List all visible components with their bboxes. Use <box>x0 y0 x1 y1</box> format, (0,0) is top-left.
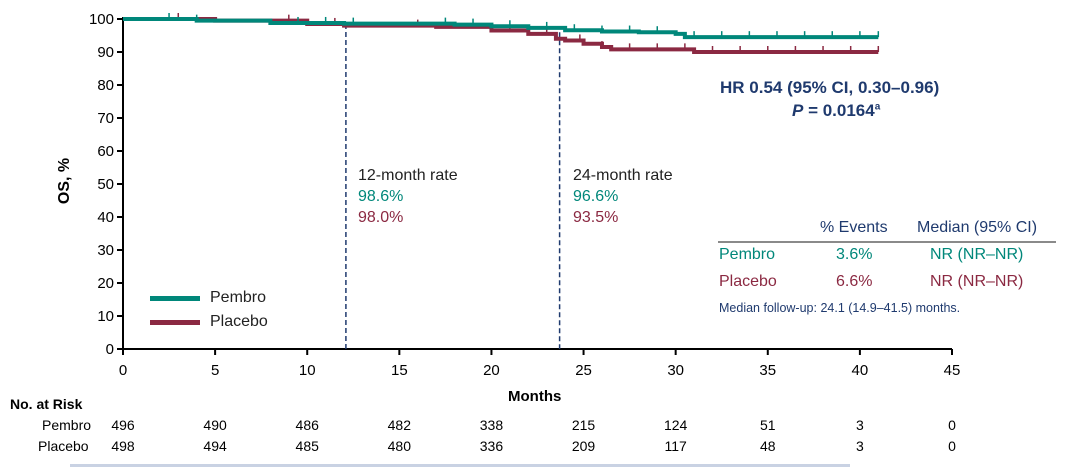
risk-cell-pembro: 482 <box>387 417 411 433</box>
x-tick-label: 45 <box>944 362 961 379</box>
landmark-24-placebo: 93.5% <box>573 209 619 226</box>
p-value: P = 0.0164a <box>792 101 880 121</box>
km-curve-pembro <box>123 17 879 40</box>
p-value-text: = 0.0164 <box>803 101 875 120</box>
y-tick-label: 30 <box>97 242 114 259</box>
x-tick-label: 25 <box>575 362 592 379</box>
y-tick-label: 20 <box>97 275 114 292</box>
x-axis-label: Months <box>508 388 562 405</box>
landmark-24-pembro: 96.6% <box>573 188 619 205</box>
legend-label-pembro: Pembro <box>210 289 267 306</box>
summary-pembro-events: 3.6% <box>836 246 873 263</box>
y-tick-label: 0 <box>106 341 114 358</box>
risk-cell-placebo: 0 <box>948 438 956 454</box>
risk-cell-placebo: 48 <box>759 438 776 454</box>
risk-cell-placebo: 494 <box>203 438 227 454</box>
landmark-12-pembro: 98.6% <box>358 188 404 205</box>
y-tick-label: 90 <box>97 44 114 61</box>
y-tick-label: 100 <box>89 11 114 28</box>
hazard-ratio: HR 0.54 (95% CI, 0.30–0.96) <box>720 78 940 97</box>
risk-cell-placebo: 117 <box>664 438 687 454</box>
p-label: P <box>792 101 804 120</box>
risk-cell-pembro: 486 <box>295 417 319 433</box>
footnote-cutoff <box>70 464 850 467</box>
summary-pembro-arm: Pembro <box>719 246 776 263</box>
summary-pembro-median: NR (NR–NR) <box>930 246 1024 263</box>
x-tick-label: 20 <box>483 362 500 379</box>
risk-cell-pembro: 496 <box>111 417 135 433</box>
y-tick-label: 60 <box>97 143 114 160</box>
x-tick-label: 0 <box>119 362 127 379</box>
risk-cell-placebo: 480 <box>387 438 411 454</box>
risk-cell-pembro: 0 <box>948 417 956 433</box>
y-axis-label: OS, % <box>56 157 74 205</box>
risk-cell-pembro: 124 <box>663 417 688 433</box>
x-tick-label: 35 <box>759 362 776 379</box>
summary-placebo-events: 6.6% <box>836 273 873 290</box>
risk-cell-placebo: 485 <box>295 438 319 454</box>
risk-cell-pembro: 3 <box>855 417 864 433</box>
summary-header-median: Median (95% CI) <box>917 219 1038 236</box>
landmark-12-placebo: 98.0% <box>358 209 404 226</box>
y-tick-label: 10 <box>97 308 114 325</box>
risk-cell-placebo: 498 <box>111 438 135 454</box>
legend-swatch-pembro <box>150 296 200 301</box>
risk-table-title: No. at Risk <box>10 396 83 412</box>
risk-row-placebo-label: Placebo <box>38 438 89 454</box>
legend-label-placebo: Placebo <box>210 313 268 330</box>
risk-cell-pembro: 490 <box>203 417 227 433</box>
summary-header-events: % Events <box>820 219 888 236</box>
x-tick-label: 10 <box>299 362 316 379</box>
summary-divider <box>718 241 1056 243</box>
summary-placebo-median: NR (NR–NR) <box>930 273 1024 290</box>
y-tick-label: 40 <box>97 209 114 226</box>
x-tick-label: 15 <box>391 362 408 379</box>
risk-cell-pembro: 51 <box>759 417 776 433</box>
risk-cell-placebo: 3 <box>855 438 864 454</box>
y-tick-label: 70 <box>97 110 114 127</box>
legend-swatch-placebo <box>150 320 200 325</box>
p-footnote-mark: a <box>874 101 881 113</box>
x-tick-label: 40 <box>852 362 869 379</box>
x-tick-label: 30 <box>667 362 684 379</box>
risk-cell-pembro: 215 <box>571 417 596 433</box>
landmark-12-label: 12-month rate <box>358 167 458 184</box>
landmark-24-label: 24-month rate <box>573 167 673 184</box>
risk-cell-placebo: 209 <box>571 438 596 454</box>
summary-footnote: Median follow-up: 24.1 (14.9–41.5) month… <box>719 301 961 315</box>
y-tick-label: 50 <box>97 176 114 193</box>
risk-row-pembro-label: Pembro <box>42 417 92 433</box>
x-tick-label: 5 <box>211 362 219 379</box>
risk-cell-pembro: 338 <box>479 417 504 433</box>
risk-cell-placebo: 336 <box>479 438 504 454</box>
y-tick-label: 80 <box>97 77 114 94</box>
summary-placebo-arm: Placebo <box>719 273 777 290</box>
